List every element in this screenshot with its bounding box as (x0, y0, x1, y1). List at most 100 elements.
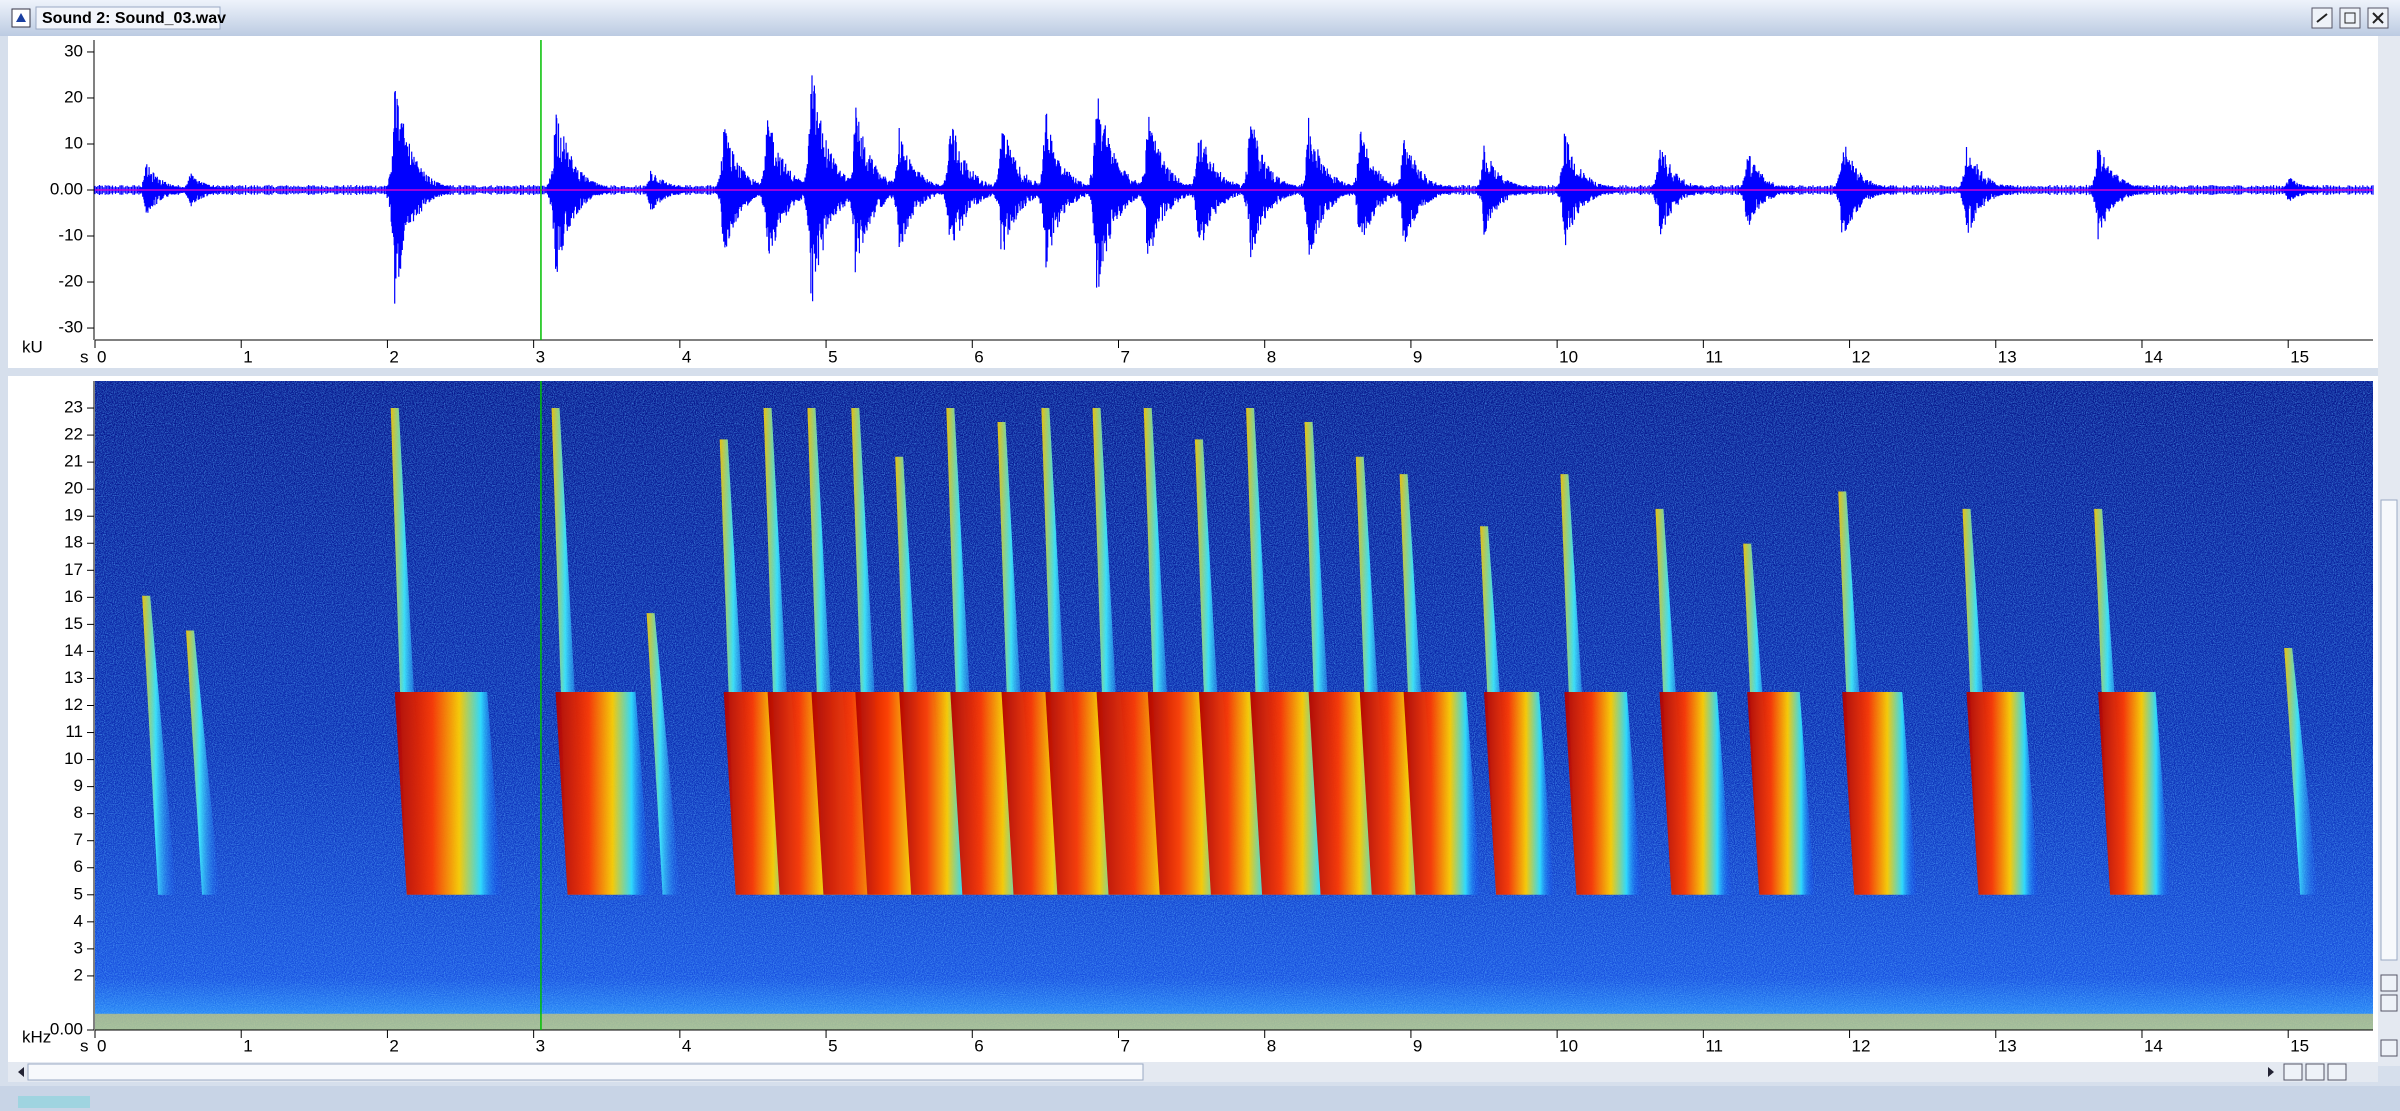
x-tick-label: 10 (1559, 1036, 1578, 1055)
call-body (1403, 691, 1482, 895)
x-tick-label: 11 (1705, 1036, 1723, 1055)
x-tick-label: 15 (2290, 1036, 2309, 1055)
window-buttons (2311, 7, 2389, 29)
y-unit: kU (22, 337, 43, 356)
y-tick-label: 13 (64, 668, 83, 687)
horizontal-scroll-thumb[interactable] (27, 1063, 1144, 1081)
y-tick-label: -10 (58, 225, 83, 244)
y-tick-label: -20 (58, 272, 83, 291)
x-tick-label: 13 (1998, 347, 2017, 366)
y-tick-label: 16 (64, 587, 83, 606)
y-tick-label: -30 (58, 318, 83, 337)
h-fit-button[interactable] (2327, 1063, 2347, 1081)
call-body (394, 691, 503, 895)
status-indicator (18, 1096, 90, 1108)
x-tick-label: 2 (389, 1036, 398, 1055)
x-tick-label: 7 (1120, 347, 1129, 366)
y-tick-label: 22 (64, 425, 83, 444)
y-tick-label: 20 (64, 87, 83, 106)
maximize-button[interactable] (2339, 7, 2361, 29)
minimize-glyph (2316, 13, 2328, 23)
x-tick-label: 14 (2144, 347, 2163, 366)
y-tick-label: 3 (74, 938, 83, 957)
x-tick-label: 0 (97, 347, 106, 366)
y-tick-label: 9 (74, 776, 83, 795)
y-tick-label: 18 (64, 533, 83, 552)
zoom-in-button[interactable] (2380, 974, 2398, 992)
y-tick-label: 30 (64, 41, 83, 60)
x-tick-label: 4 (682, 347, 691, 366)
h-zoom-in-button[interactable] (2283, 1063, 2303, 1081)
x-tick-label: 9 (1413, 1036, 1422, 1055)
x-tick-label: 12 (1852, 1036, 1871, 1055)
window-icon-glyph (16, 13, 26, 22)
call-body (1659, 691, 1732, 895)
maximize-glyph (2344, 12, 2356, 24)
title-tab (35, 6, 221, 30)
y-tick-label: 10 (64, 749, 83, 768)
x-tick-label: 4 (682, 1036, 691, 1055)
x-tick-label: 15 (2290, 347, 2309, 366)
x-tick-label: 9 (1413, 347, 1422, 366)
call-streak (142, 595, 177, 895)
x-tick-label: 5 (828, 1036, 837, 1055)
x-tick-label: 0 (97, 1036, 106, 1055)
y-unit: kHz (22, 1027, 51, 1046)
status-bar (0, 1086, 2400, 1111)
fit-button[interactable] (2380, 1039, 2398, 1057)
x-tick-label: 6 (974, 1036, 983, 1055)
vertical-scroll-thumb[interactable] (2380, 499, 2398, 961)
call-streak (2284, 647, 2319, 895)
y-tick-label: 0.00 (50, 179, 83, 198)
zoom-out-button[interactable] (2380, 994, 2398, 1012)
y-tick-label: 10 (64, 133, 83, 152)
x-tick-label: 10 (1559, 347, 1578, 366)
y-tick-label: 8 (74, 803, 83, 822)
call-streak (646, 613, 681, 895)
y-tick-label: 21 (64, 452, 83, 471)
x-tick-label: 12 (1852, 347, 1871, 366)
y-tick-label: 17 (64, 560, 83, 579)
spectrogram-floor (95, 1013, 2373, 1030)
x-tick-label: 2 (389, 347, 398, 366)
x-tick-label: 3 (536, 1036, 545, 1055)
y-tick-label: 20 (64, 479, 83, 498)
y-tick-label: 2 (74, 965, 83, 984)
x-tick-label: 6 (974, 347, 983, 366)
y-tick-label: 7 (74, 830, 83, 849)
call-body (555, 691, 651, 895)
x-tick-label: 14 (2144, 1036, 2163, 1055)
x-tick-label: 13 (1998, 1036, 2017, 1055)
call-body (1842, 691, 1918, 895)
call-body (1484, 691, 1555, 895)
y-tick-label: 12 (64, 695, 83, 714)
close-glyph (2372, 12, 2384, 24)
y-tick-label: 5 (74, 884, 83, 903)
x-unit: s (80, 347, 89, 366)
title-bar (0, 0, 2400, 36)
x-tick-label: 1 (243, 1036, 252, 1055)
x-unit: s (80, 1036, 89, 1055)
call-body (1747, 691, 1815, 895)
x-tick-label: 8 (1267, 347, 1276, 366)
panel-divider[interactable] (8, 368, 2378, 376)
y-tick-label: 23 (64, 398, 83, 417)
call-streak (186, 630, 221, 895)
h-zoom-out-button[interactable] (2305, 1063, 2325, 1081)
waveform-panel (8, 36, 2378, 372)
window-title: Sound 2: Sound_03.wav (42, 10, 226, 27)
x-tick-label: 1 (243, 347, 252, 366)
x-tick-label: 11 (1705, 347, 1723, 366)
y-tick-label: 0.00 (50, 1019, 83, 1038)
spectrogram-layer (95, 381, 2373, 1030)
y-tick-label: 11 (65, 722, 83, 741)
y-tick-label: 6 (74, 857, 83, 876)
y-tick-label: 4 (74, 911, 83, 930)
y-tick-label: 19 (64, 506, 83, 525)
y-tick-label: 14 (64, 641, 83, 660)
call-body (1564, 691, 1642, 895)
x-tick-label: 3 (536, 347, 545, 366)
